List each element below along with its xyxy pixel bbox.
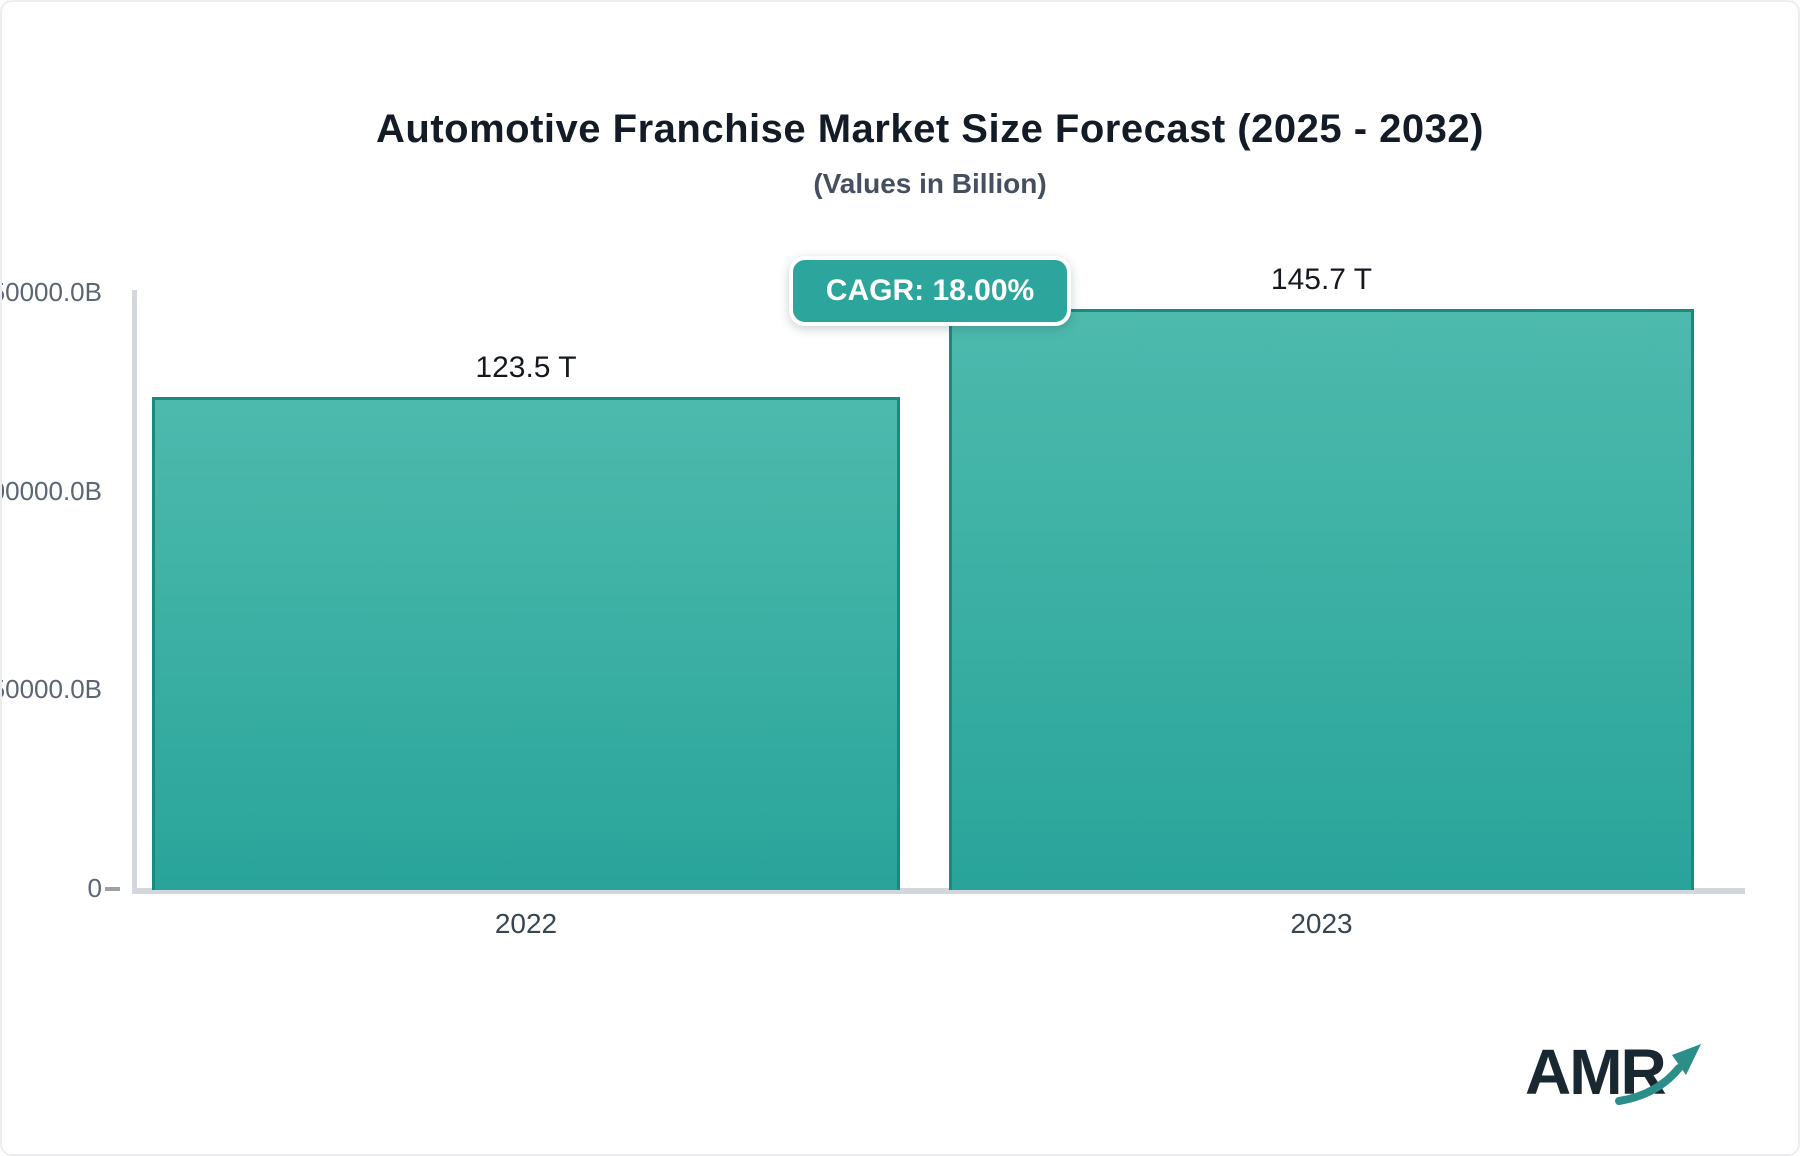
bar-2023[interactable] — [949, 309, 1694, 890]
y-axis-line — [132, 290, 137, 888]
x-axis-label: 2022 — [494, 908, 558, 939]
y-axis-tick-label: 50000.0B — [0, 674, 102, 705]
bar-value-label: 145.7 T — [1270, 263, 1373, 297]
y-axis-tick-label: 0 — [87, 873, 102, 903]
chart-title: Automotive Franchise Market Size Forecas… — [376, 107, 1484, 151]
y-axis-tick-label: 100000.0B — [2, 475, 102, 506]
cagr-badge: CAGR: 18.00% — [789, 256, 1071, 326]
zero-tick-mark — [105, 887, 120, 891]
amr-logo: AMR — [1525, 1030, 1720, 1116]
x-axis-line — [132, 888, 1745, 894]
y-axis-tick-label: 150000.0B — [2, 277, 102, 307]
bar-2022[interactable] — [152, 397, 900, 890]
amr-logo-graphic: AMR — [1525, 1036, 1701, 1108]
x-axis-label: 2023 — [1290, 908, 1353, 939]
chart-subtitle: (Values in Billion) — [813, 168, 1047, 199]
bar-value-label: 123.5 T — [475, 351, 577, 385]
growth-arrow-icon — [1615, 1044, 1701, 1105]
